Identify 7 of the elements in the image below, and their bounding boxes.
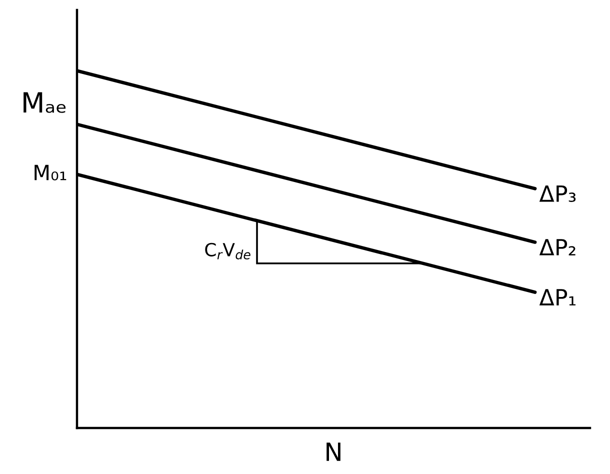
series-label: ΔP₃ bbox=[539, 186, 576, 202]
annotation: C$_{r}$V$_{de}$ bbox=[205, 242, 250, 260]
annotation: M₀₁ bbox=[34, 164, 66, 180]
annotation: Mₐₑ bbox=[24, 92, 66, 113]
series-label: ΔP₁ bbox=[539, 289, 576, 306]
series-label: ΔP₂ bbox=[539, 239, 576, 256]
x-axis-title: N bbox=[326, 442, 340, 461]
